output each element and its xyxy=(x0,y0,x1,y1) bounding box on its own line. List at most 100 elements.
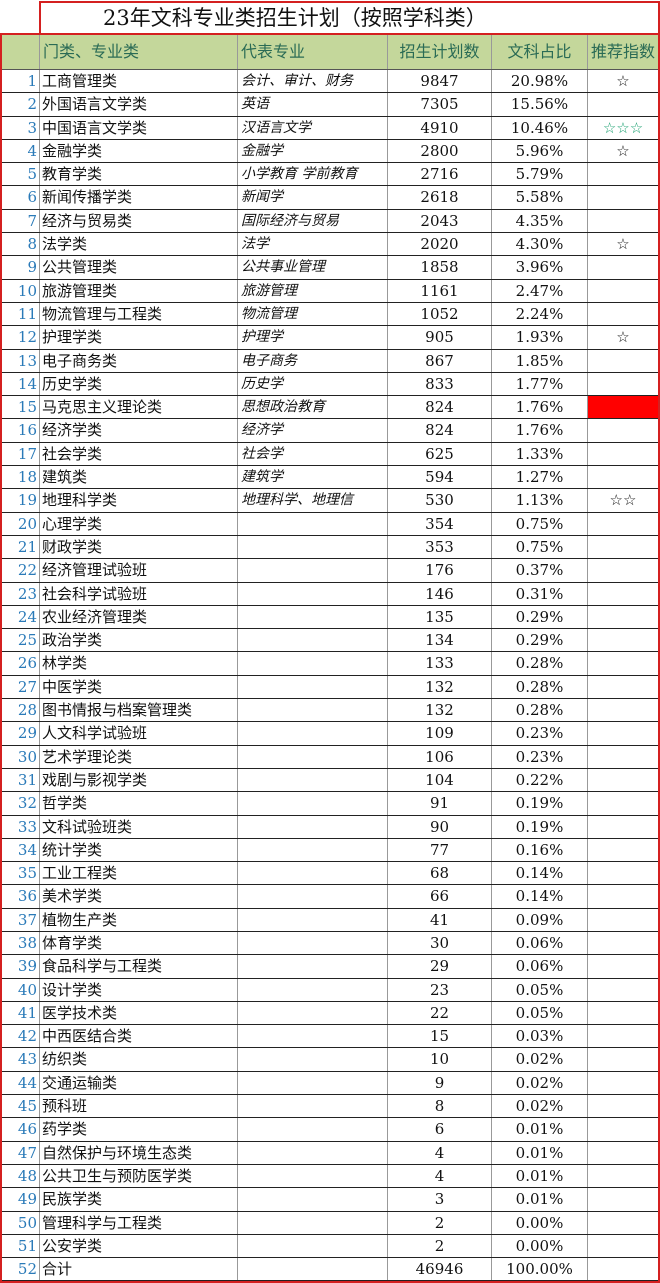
row-index[interactable]: 19 xyxy=(2,489,40,512)
row-index[interactable]: 50 xyxy=(2,1211,40,1234)
category-cell[interactable]: 农业经济管理类 xyxy=(40,605,238,629)
representative-cell[interactable]: 社会学 xyxy=(238,442,388,466)
representative-cell[interactable]: 新闻学 xyxy=(238,186,388,209)
ratio-cell[interactable]: 0.16% xyxy=(492,838,588,862)
recommend-cell[interactable] xyxy=(588,652,658,674)
ratio-cell[interactable]: 0.03% xyxy=(492,1025,588,1048)
representative-cell[interactable]: 金融学 xyxy=(238,139,388,163)
recommend-cell[interactable] xyxy=(588,1025,658,1047)
table-row[interactable]: 30 艺术学理论类 106 0.23% xyxy=(2,745,658,769)
table-row[interactable]: 24 农业经济管理类 135 0.29% xyxy=(2,605,658,630)
recommend-cell[interactable] xyxy=(588,955,658,977)
plan-count-cell[interactable]: 594 xyxy=(388,466,492,489)
table-row[interactable]: 13 电子商务类 电子商务 867 1.85% xyxy=(2,349,658,373)
category-cell[interactable]: 管理科学与工程类 xyxy=(40,1211,238,1234)
category-cell[interactable]: 工业工程类 xyxy=(40,862,238,885)
row-index[interactable]: 23 xyxy=(2,582,40,605)
category-cell[interactable]: 财政学类 xyxy=(40,535,238,559)
representative-cell[interactable]: 电子商务 xyxy=(238,349,388,372)
table-row[interactable]: 48 公共卫生与预防医学类 4 0.01% xyxy=(2,1164,658,1189)
representative-cell[interactable] xyxy=(238,675,388,699)
table-row[interactable]: 43 纺织类 10 0.02% xyxy=(2,1048,658,1072)
representative-cell[interactable] xyxy=(238,605,388,629)
representative-cell[interactable] xyxy=(238,559,388,582)
representative-cell[interactable] xyxy=(238,722,388,745)
recommend-cell[interactable] xyxy=(588,303,658,325)
representative-cell[interactable] xyxy=(238,885,388,908)
ratio-cell[interactable]: 5.58% xyxy=(492,186,588,209)
category-cell[interactable]: 工商管理类 xyxy=(40,70,238,93)
plan-count-cell[interactable]: 91 xyxy=(388,792,492,815)
row-index[interactable]: 24 xyxy=(2,605,40,629)
table-row[interactable]: 19 地理科学类 地理科学、地理信 530 1.13% ☆☆ xyxy=(2,489,658,513)
table-row[interactable]: 32 哲学类 91 0.19% xyxy=(2,792,658,816)
table-row[interactable]: 37 植物生产类 41 0.09% xyxy=(2,908,658,932)
recommend-cell[interactable] xyxy=(588,256,658,278)
plan-count-cell[interactable]: 106 xyxy=(388,745,492,768)
category-cell[interactable]: 林学类 xyxy=(40,652,238,675)
recommend-cell[interactable] xyxy=(588,1258,658,1280)
category-cell[interactable]: 美术学类 xyxy=(40,885,238,908)
category-cell[interactable]: 经济学类 xyxy=(40,419,238,442)
recommend-cell[interactable] xyxy=(588,513,658,535)
plan-count-cell[interactable]: 133 xyxy=(388,652,492,675)
plan-count-cell[interactable]: 354 xyxy=(388,512,492,535)
ratio-cell[interactable]: 0.02% xyxy=(492,1071,588,1095)
plan-count-cell[interactable]: 4 xyxy=(388,1141,492,1164)
category-cell[interactable]: 设计学类 xyxy=(40,978,238,1001)
ratio-cell[interactable]: 0.05% xyxy=(492,978,588,1001)
recommend-cell[interactable] xyxy=(588,1048,658,1070)
representative-cell[interactable] xyxy=(238,1095,388,1118)
representative-cell[interactable] xyxy=(238,1025,388,1048)
recommend-cell[interactable] xyxy=(588,1002,658,1024)
representative-cell[interactable] xyxy=(238,862,388,885)
row-index[interactable]: 52 xyxy=(2,1258,40,1281)
row-index[interactable]: 13 xyxy=(2,349,40,372)
representative-cell[interactable] xyxy=(238,838,388,862)
table-row[interactable]: 51 公安学类 2 0.00% xyxy=(2,1234,658,1259)
plan-count-cell[interactable]: 353 xyxy=(388,535,492,559)
representative-cell[interactable] xyxy=(238,815,388,838)
table-row[interactable]: 38 体育学类 30 0.06% xyxy=(2,931,658,956)
table-row[interactable]: 36 美术学类 66 0.14% xyxy=(2,885,658,909)
recommend-cell[interactable] xyxy=(588,909,658,931)
plan-count-cell[interactable]: 833 xyxy=(388,372,492,396)
recommend-cell[interactable] xyxy=(588,629,658,651)
row-index[interactable]: 40 xyxy=(2,978,40,1001)
recommend-cell[interactable] xyxy=(588,1095,658,1117)
row-index[interactable]: 28 xyxy=(2,699,40,722)
ratio-cell[interactable]: 5.79% xyxy=(492,163,588,186)
ratio-cell[interactable]: 0.00% xyxy=(492,1211,588,1234)
ratio-cell[interactable]: 0.00% xyxy=(492,1234,588,1258)
table-row[interactable]: 41 医学技术类 22 0.05% xyxy=(2,1001,658,1026)
recommend-cell[interactable] xyxy=(588,1165,658,1187)
table-row[interactable]: 45 预科班 8 0.02% xyxy=(2,1095,658,1119)
row-index[interactable]: 36 xyxy=(2,885,40,908)
table-row[interactable]: 39 食品科学与工程类 29 0.06% xyxy=(2,955,658,979)
recommend-cell[interactable] xyxy=(588,606,658,628)
row-index[interactable]: 39 xyxy=(2,955,40,978)
plan-count-cell[interactable]: 867 xyxy=(388,349,492,372)
recommend-cell[interactable] xyxy=(588,979,658,1001)
ratio-cell[interactable]: 3.96% xyxy=(492,256,588,279)
category-cell[interactable]: 社会科学试验班 xyxy=(40,582,238,605)
plan-count-cell[interactable]: 30 xyxy=(388,931,492,955)
ratio-cell[interactable]: 0.75% xyxy=(492,535,588,559)
plan-count-cell[interactable]: 109 xyxy=(388,722,492,745)
row-index[interactable]: 10 xyxy=(2,279,40,302)
ratio-cell[interactable]: 1.13% xyxy=(492,489,588,512)
category-cell[interactable]: 纺织类 xyxy=(40,1048,238,1071)
table-row[interactable]: 35 工业工程类 68 0.14% xyxy=(2,862,658,886)
row-index[interactable]: 45 xyxy=(2,1095,40,1118)
row-index[interactable]: 38 xyxy=(2,931,40,955)
plan-count-cell[interactable]: 29 xyxy=(388,955,492,978)
plan-count-cell[interactable]: 824 xyxy=(388,419,492,442)
representative-cell[interactable]: 思想政治教育 xyxy=(238,396,388,419)
representative-cell[interactable] xyxy=(238,1234,388,1258)
plan-count-cell[interactable]: 2043 xyxy=(388,209,492,233)
category-cell[interactable]: 药学类 xyxy=(40,1118,238,1141)
plan-count-cell[interactable]: 8 xyxy=(388,1095,492,1118)
table-row[interactable]: 20 心理学类 354 0.75% xyxy=(2,512,658,536)
recommend-cell[interactable] xyxy=(588,396,658,419)
plan-count-cell[interactable]: 66 xyxy=(388,885,492,908)
